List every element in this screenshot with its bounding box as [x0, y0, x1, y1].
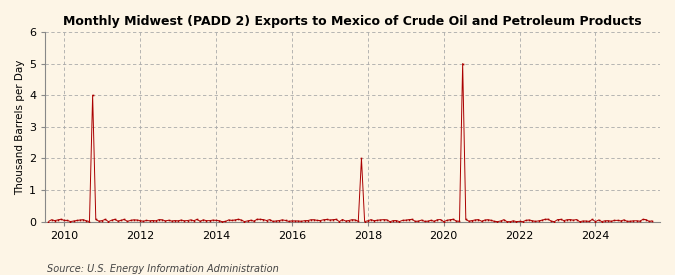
Title: Monthly Midwest (PADD 2) Exports to Mexico of Crude Oil and Petroleum Products: Monthly Midwest (PADD 2) Exports to Mexi…: [63, 15, 642, 28]
Y-axis label: Thousand Barrels per Day: Thousand Barrels per Day: [15, 59, 25, 194]
Text: Source: U.S. Energy Information Administration: Source: U.S. Energy Information Administ…: [47, 264, 279, 274]
